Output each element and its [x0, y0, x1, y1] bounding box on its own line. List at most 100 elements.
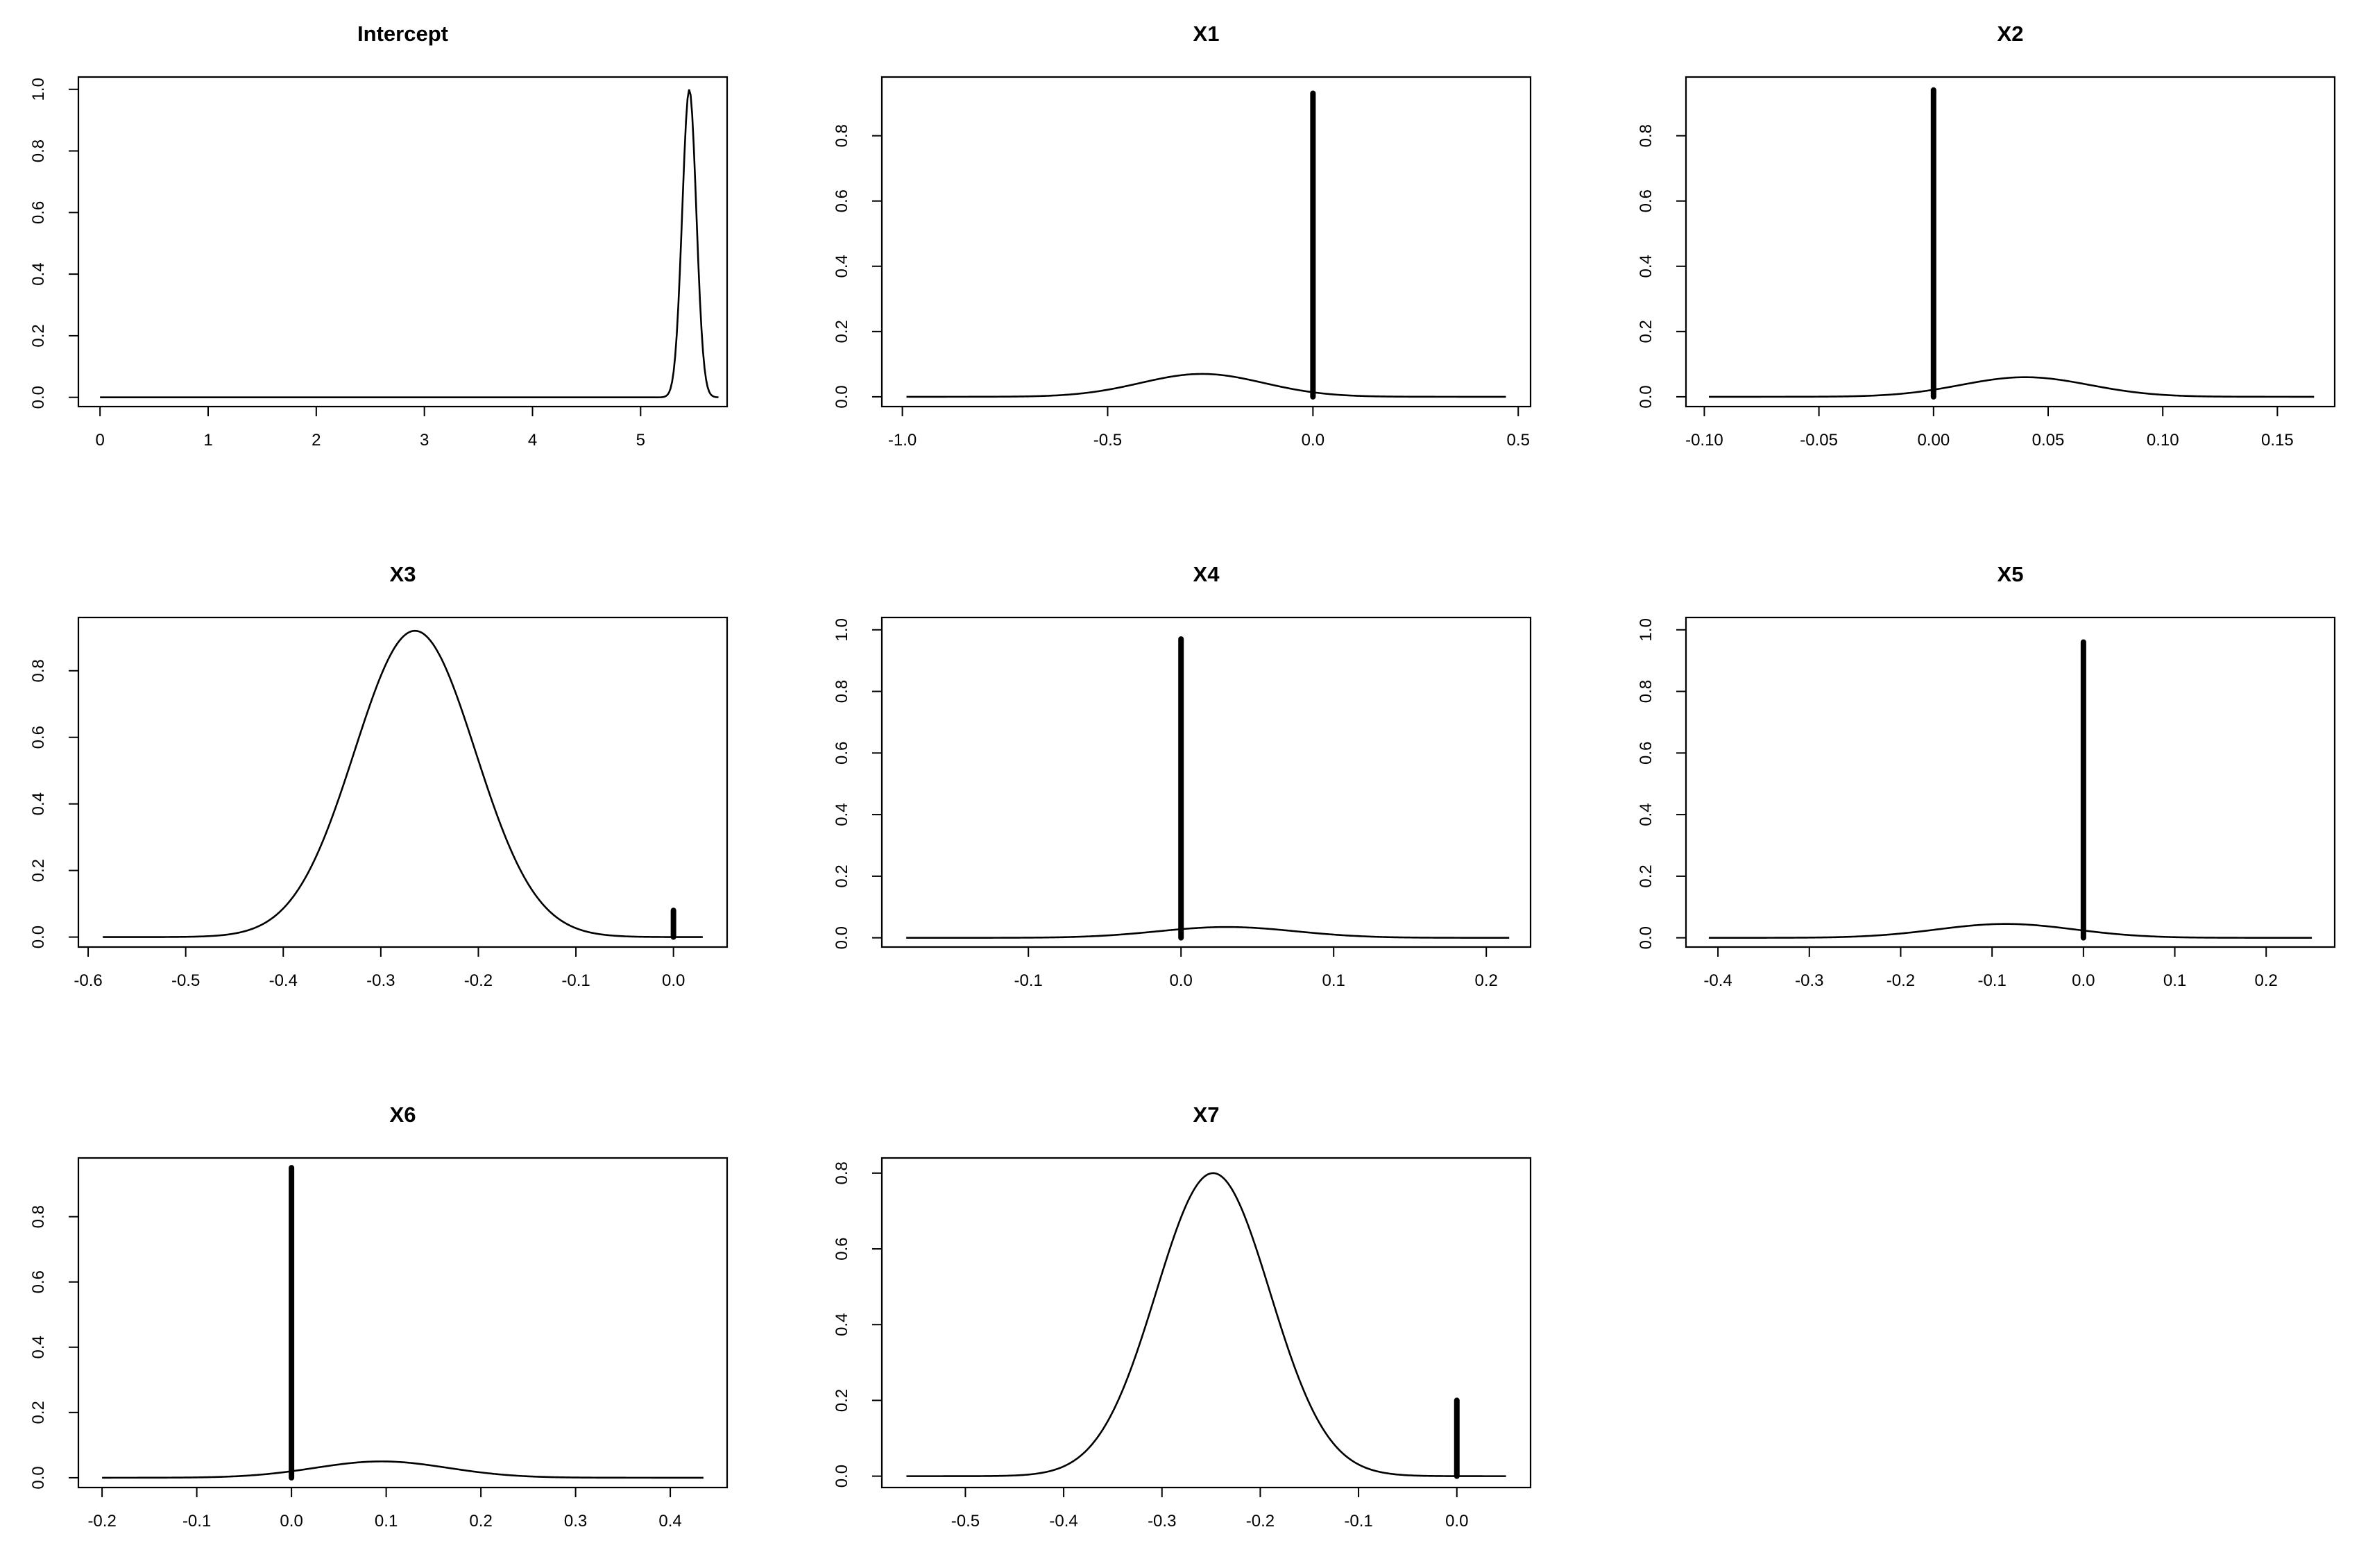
y-tick-label: 0.4	[833, 255, 851, 278]
plot-frame	[880, 616, 1532, 948]
x-tick-label: 0.2	[469, 1512, 492, 1531]
y-tick-label: 0.8	[29, 659, 48, 682]
y-tick-label: 0.8	[29, 1205, 48, 1228]
x-tick-label: 0.5	[1507, 431, 1530, 450]
y-tick-label: 0.2	[833, 320, 851, 343]
y-tick-label: 0.6	[29, 726, 48, 749]
y-tick-label: 0.8	[1637, 124, 1655, 147]
x-tick-label: 0.0	[1170, 971, 1193, 990]
y-tick-label: 0.6	[1637, 189, 1655, 212]
x-tick-label: 5	[636, 431, 645, 450]
x-tick-label: -0.2	[87, 1512, 116, 1531]
y-tick-label: 0.6	[1637, 742, 1655, 765]
y-tick-label: 0.2	[1637, 320, 1655, 343]
panel-title: X6	[390, 1102, 416, 1127]
x-tick-label: 0	[95, 431, 104, 450]
x-tick-label: -0.1	[1344, 1512, 1372, 1531]
panel-title: X2	[1998, 22, 2024, 46]
x-tick-label: -0.3	[1795, 971, 1823, 990]
x-tick-label: 0.0	[1302, 431, 1324, 450]
x-tick-label: -0.4	[1049, 1512, 1077, 1531]
x-tick-label: 0.2	[1475, 971, 1498, 990]
x-tick-label: 0.4	[658, 1512, 681, 1531]
density-curve	[102, 1460, 704, 1479]
y-tick-label: 0.8	[1637, 680, 1655, 703]
y-tick-label: 0.2	[29, 859, 48, 882]
x-tick-label: -0.5	[951, 1512, 980, 1531]
y-tick-label: 0.2	[29, 1401, 48, 1424]
y-tick-label: 1.0	[1637, 618, 1655, 641]
density-curve	[100, 89, 719, 398]
x-tick-label: -0.2	[1246, 1512, 1275, 1531]
density-curve	[906, 1172, 1506, 1477]
panel-title: Intercept	[357, 22, 448, 46]
y-tick-label: 0.0	[833, 926, 851, 949]
x-tick-label: -0.6	[74, 971, 102, 990]
plot-frame	[77, 76, 729, 408]
x-tick-label: -0.3	[366, 971, 395, 990]
x-tick-label: -0.05	[1800, 431, 1838, 450]
x-tick-label: 0.05	[2032, 431, 2065, 450]
panel-x7: X7 -0.5 -0.4 -0.3 -0.2 -0.1 0.0 0.0 0.2 0.4 0.6 0.8	[833, 1102, 1532, 1531]
panel-title: X7	[1193, 1102, 1220, 1127]
x-tick-label: 0.0	[2072, 971, 2095, 990]
y-tick-label: 1.0	[29, 78, 48, 101]
panel-x5: X5 -0.4 -0.3 -0.2 -0.1 0.0 0.1 0.2 0.0 0.2 0.4 0.6 0…	[1637, 562, 2336, 990]
panel-x1: X1 -1.0 -0.5 0.0 0.5 0.0 0.2 0.4 0.6 0.8	[833, 22, 1532, 450]
x-tick-label: 3	[420, 431, 429, 450]
x-tick-label: 0.2	[2255, 971, 2278, 990]
plot-frame	[1685, 616, 2336, 948]
x-tick-label: 0.15	[2261, 431, 2294, 450]
x-tick-label: 1	[203, 431, 212, 450]
x-tick-label: -0.5	[1093, 431, 1122, 450]
y-tick-label: 0.0	[29, 926, 48, 948]
x-tick-label: -0.4	[1703, 971, 1732, 990]
x-tick-label: -0.10	[1685, 431, 1723, 450]
y-tick-label: 0.2	[833, 1389, 851, 1412]
x-tick-label: -0.3	[1148, 1512, 1176, 1531]
density-curve	[906, 926, 1510, 939]
panel-title: X4	[1193, 562, 1220, 586]
x-tick-label: 0.1	[2163, 971, 2186, 990]
x-tick-label: -0.2	[464, 971, 493, 990]
density-curve	[103, 629, 703, 938]
x-tick-label: -0.1	[561, 971, 590, 990]
y-tick-label: 0.6	[833, 742, 851, 765]
panel-x6: X6 -0.2 -0.1 0.0 0.1 0.2 0.3 0.4 0.0 0.2 0.4 0.6 0.8	[29, 1102, 729, 1531]
y-tick-label: 0.2	[1637, 864, 1655, 887]
x-tick-label: 4	[528, 431, 537, 450]
y-tick-label: 0.4	[29, 792, 48, 815]
x-tick-label: 0.1	[375, 1512, 398, 1531]
y-tick-label: 0.6	[833, 189, 851, 212]
plot-frame	[1685, 76, 2336, 408]
y-tick-label: 0.4	[29, 1336, 48, 1358]
panel-x2: X2 -0.10 -0.05 0.00 0.05 0.10 0.15 0.0 0.2 0.4 0.6…	[1637, 22, 2336, 450]
x-tick-label: -0.1	[1977, 971, 2006, 990]
x-tick-label: 2	[312, 431, 321, 450]
plot-frame	[77, 616, 729, 948]
x-tick-label: -0.5	[171, 971, 200, 990]
x-tick-label: -0.2	[1886, 971, 1915, 990]
x-tick-label: -0.1	[1014, 971, 1043, 990]
panel-x3: X3 -0.6 -0.5 -0.4 -0.3 -0.2 -0.1 0.0 0.0 0.2 0.4 0.…	[29, 562, 729, 990]
y-tick-label: 1.0	[833, 618, 851, 641]
density-curve	[1709, 376, 2315, 398]
y-tick-label: 0.4	[1637, 803, 1655, 826]
panel-title: X3	[390, 562, 416, 586]
x-tick-label: 0.00	[1917, 431, 1950, 450]
x-tick-label: -0.1	[182, 1512, 211, 1531]
plot-frame	[77, 1157, 729, 1489]
x-tick-label: 0.3	[564, 1512, 587, 1531]
density-curve	[1708, 923, 2312, 939]
y-tick-label: 0.0	[29, 1466, 48, 1489]
panel-x4: X4 -0.1 0.0 0.1 0.2 0.0 0.2 0.4 0.6 0.8 1.0	[833, 562, 1532, 990]
x-tick-label: 0.0	[1445, 1512, 1468, 1531]
plot-frame	[880, 76, 1532, 408]
y-tick-label: 0.2	[29, 324, 48, 347]
y-tick-label: 0.8	[833, 680, 851, 703]
y-tick-label: 0.0	[1637, 385, 1655, 408]
y-tick-label: 0.0	[29, 386, 48, 409]
panel-intercept: Intercept 0 1 2 3 4 5 0.0 0.2 0.4 0.6 0.8 1.0	[29, 22, 729, 450]
x-tick-label: -1.0	[888, 431, 917, 450]
y-tick-label: 0.8	[833, 124, 851, 147]
